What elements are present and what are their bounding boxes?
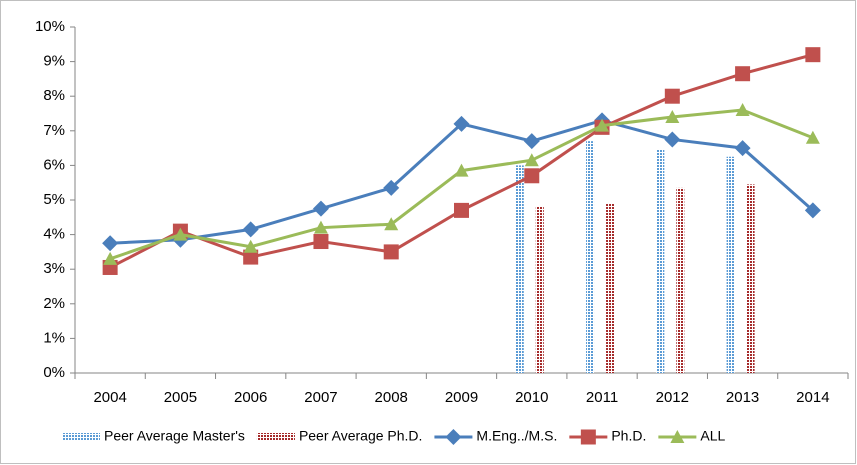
y-tick-label: 1% [43, 329, 65, 346]
marker [383, 179, 400, 196]
y-tick-label: 6% [43, 156, 65, 173]
x-tick-label: 2004 [93, 389, 126, 406]
x-tick-label: 2014 [796, 389, 829, 406]
x-tick-label: 2011 [586, 389, 618, 406]
x-tick-label: 2006 [234, 389, 267, 406]
marker [735, 103, 750, 117]
bar [586, 141, 595, 373]
y-tick-label: 4% [43, 226, 65, 243]
y-tick-label: 10% [35, 18, 65, 35]
x-tick-label: 2012 [656, 389, 689, 406]
marker [454, 202, 469, 218]
x-tick-label: 2009 [445, 389, 478, 406]
marker [383, 244, 399, 260]
marker [313, 234, 329, 250]
marker [665, 109, 680, 123]
marker [384, 217, 399, 231]
bar [515, 165, 524, 373]
marker [664, 131, 681, 148]
marker [243, 239, 258, 253]
marker [805, 130, 820, 144]
y-tick-label: 7% [43, 122, 65, 139]
legend-label: ALL [700, 428, 725, 444]
legend-swatch [256, 433, 295, 441]
marker [523, 133, 540, 150]
x-tick-label: 2010 [515, 389, 548, 406]
x-tick-label: 2008 [375, 389, 408, 406]
legend-swatch [62, 433, 100, 441]
bar [656, 149, 665, 373]
y-tick-label: 8% [43, 87, 65, 104]
y-tick-label: 2% [43, 295, 65, 312]
marker [453, 115, 470, 132]
marker [173, 227, 188, 241]
x-tick-label: 2005 [164, 389, 197, 406]
y-tick-label: 5% [43, 191, 65, 208]
marker [103, 251, 118, 265]
marker [243, 249, 259, 265]
marker [595, 118, 610, 132]
marker [804, 202, 821, 219]
marker [454, 163, 469, 177]
bar [535, 206, 544, 373]
marker [312, 200, 329, 217]
bar [746, 184, 755, 373]
marker [805, 47, 821, 63]
marker [445, 429, 462, 445]
marker [735, 66, 751, 82]
legend: Peer Average Master's Peer Average Ph.D. M… [62, 428, 725, 445]
x-tick-label: 2013 [726, 389, 759, 406]
marker [102, 235, 119, 252]
marker [313, 220, 328, 234]
marker [664, 88, 680, 104]
y-tick-label: 9% [43, 53, 65, 70]
legend-label: Peer Average Master's [104, 428, 245, 444]
bar [676, 187, 685, 373]
marker [242, 221, 259, 238]
legend-label: M.Eng../M.S. [476, 428, 557, 444]
marker [524, 153, 539, 167]
marker [580, 429, 596, 445]
legend-label: Peer Average Ph.D. [299, 428, 422, 444]
y-tick-label: 3% [43, 260, 65, 277]
x-tick-label: 2007 [304, 389, 337, 406]
bar [726, 156, 735, 373]
marker [734, 140, 751, 157]
legend-label: Ph.D. [611, 428, 646, 444]
marker [524, 168, 540, 184]
bar [606, 203, 615, 373]
y-tick-label: 0% [43, 364, 65, 381]
marker [670, 430, 685, 443]
